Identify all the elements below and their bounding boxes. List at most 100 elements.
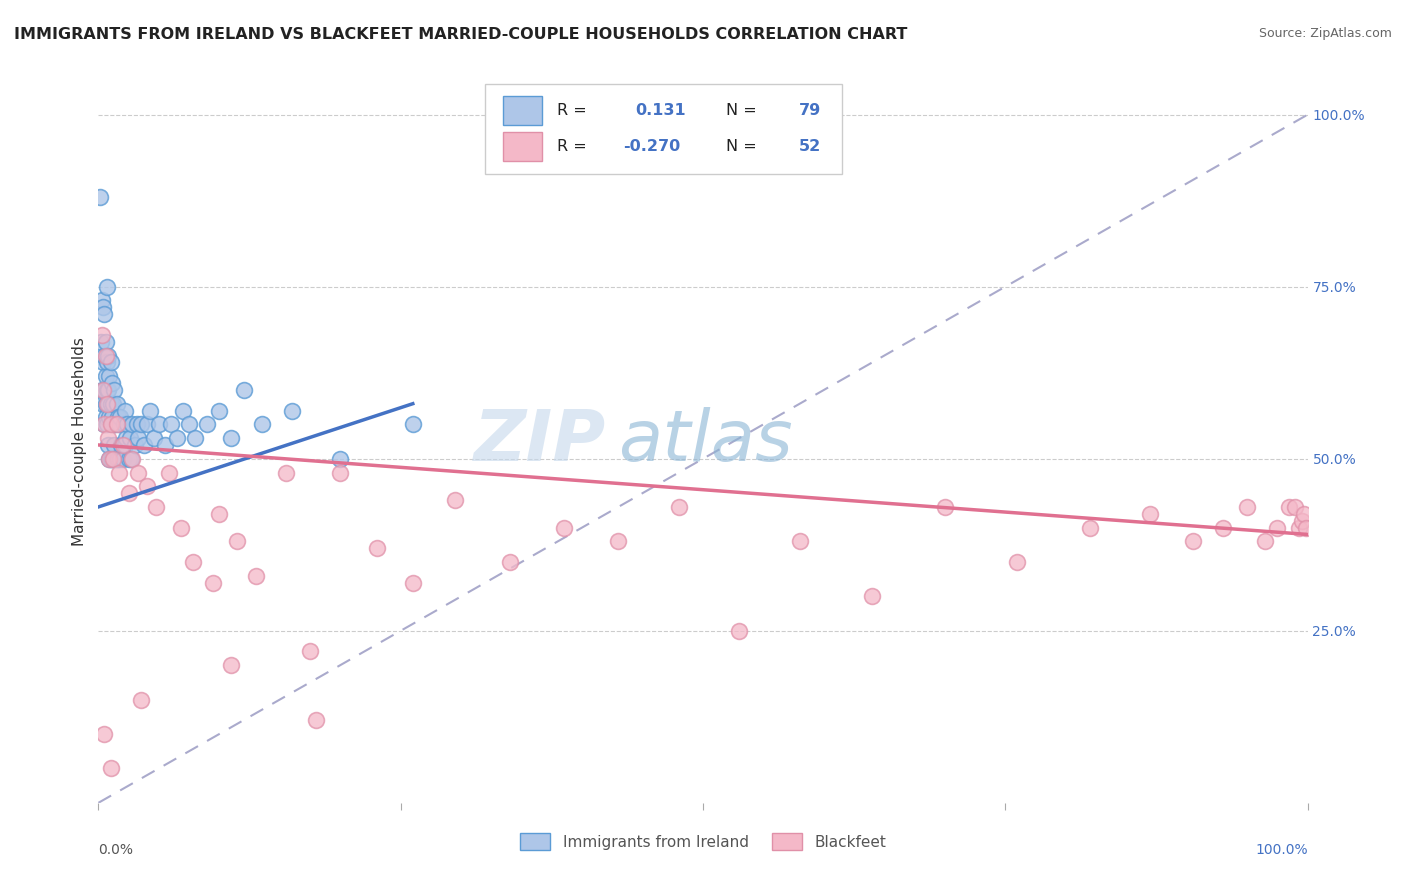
Point [93, 417, 115, 432]
Point [498, 555, 520, 569]
Point [1278, 500, 1301, 514]
Point [232, 383, 254, 397]
Point [108, 466, 131, 480]
Point [1254, 534, 1277, 549]
Point [96, 383, 118, 397]
Point [105, 417, 128, 432]
Point [143, 431, 166, 445]
Point [110, 438, 132, 452]
Point [107, 410, 129, 425]
Text: 100.0%: 100.0% [1256, 843, 1308, 856]
Point [934, 500, 956, 514]
Point [93, 383, 115, 397]
Point [402, 417, 425, 432]
Point [96, 417, 118, 432]
Point [121, 451, 143, 466]
Point [127, 417, 149, 432]
Text: 79: 79 [799, 103, 821, 118]
Point [101, 397, 124, 411]
Text: atlas: atlas [619, 407, 793, 476]
Point [226, 534, 249, 549]
Point [208, 507, 231, 521]
Point [96, 279, 118, 293]
Point [172, 403, 194, 417]
Point [94, 334, 117, 349]
Point [97, 349, 120, 363]
Point [91, 383, 114, 397]
Text: Source: ZipAtlas.com: Source: ZipAtlas.com [1258, 27, 1392, 40]
Point [553, 520, 575, 534]
Point [129, 692, 152, 706]
Point [100, 410, 122, 425]
Point [127, 466, 149, 480]
Point [135, 417, 157, 432]
Point [103, 438, 125, 452]
Point [305, 713, 328, 727]
FancyBboxPatch shape [503, 96, 543, 125]
Point [96, 355, 118, 369]
Point [1007, 555, 1029, 569]
Point [108, 417, 131, 432]
Point [1212, 520, 1234, 534]
Point [1288, 520, 1310, 534]
Point [100, 397, 122, 411]
Point [103, 383, 125, 397]
Point [202, 575, 225, 590]
Point [111, 438, 134, 452]
Point [1139, 507, 1161, 521]
Point [101, 451, 124, 466]
Point [93, 349, 115, 363]
Point [127, 431, 149, 445]
Point [115, 431, 138, 445]
Point [250, 417, 273, 432]
FancyBboxPatch shape [503, 132, 543, 161]
Point [108, 410, 131, 425]
Text: 0.131: 0.131 [636, 103, 686, 118]
Point [104, 417, 127, 432]
Point [91, 355, 114, 369]
Point [100, 355, 122, 369]
Point [148, 417, 170, 432]
Point [117, 417, 139, 432]
Text: 52: 52 [799, 139, 821, 154]
Point [112, 417, 135, 432]
Point [1284, 500, 1306, 514]
Point [1078, 520, 1101, 534]
Point [101, 417, 124, 432]
Point [108, 451, 131, 466]
Point [93, 727, 115, 741]
Point [121, 417, 143, 432]
Point [135, 479, 157, 493]
Point [100, 417, 122, 432]
Point [299, 644, 322, 658]
Point [1236, 500, 1258, 514]
Point [145, 500, 167, 514]
Text: R =: R = [557, 103, 586, 118]
Point [98, 369, 121, 384]
Point [169, 520, 191, 534]
Point [153, 438, 176, 452]
Point [728, 624, 751, 638]
Point [114, 438, 136, 452]
Text: 0.0%: 0.0% [98, 843, 134, 856]
Point [195, 417, 218, 432]
Point [1292, 507, 1315, 521]
Text: R =: R = [557, 139, 586, 154]
Point [97, 431, 120, 445]
Point [607, 534, 630, 549]
Point [1295, 520, 1317, 534]
Point [668, 500, 690, 514]
Point [402, 575, 425, 590]
Point [91, 327, 114, 342]
Point [281, 403, 304, 417]
Point [1267, 520, 1289, 534]
Text: IMMIGRANTS FROM IRELAND VS BLACKFEET MARRIED-COUPLE HOUSEHOLDS CORRELATION CHART: IMMIGRANTS FROM IRELAND VS BLACKFEET MAR… [14, 27, 907, 42]
Point [366, 541, 388, 556]
Point [100, 761, 122, 775]
Point [181, 555, 204, 569]
Point [105, 451, 128, 466]
Point [124, 438, 146, 452]
Point [157, 466, 180, 480]
Point [184, 431, 207, 445]
Point [96, 397, 118, 411]
